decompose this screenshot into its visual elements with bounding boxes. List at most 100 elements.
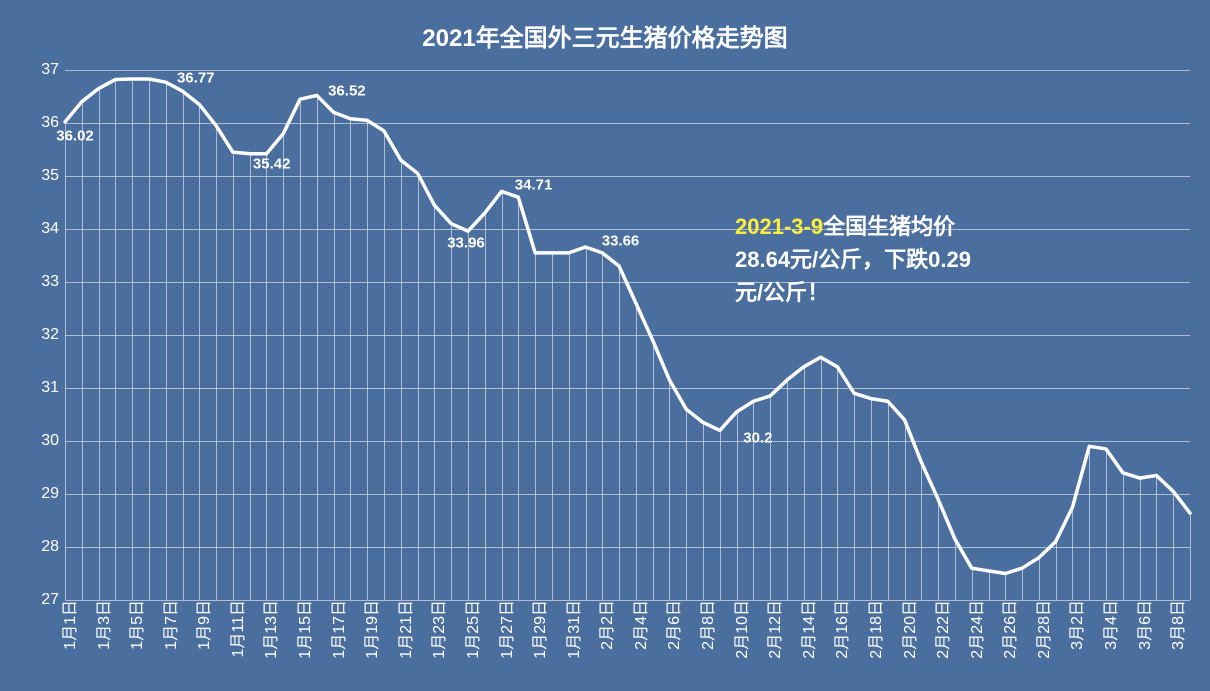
drop-line: [1005, 574, 1006, 601]
x-tick-label: 2月14日: [789, 600, 819, 659]
data-point-label: 35.42: [253, 155, 291, 172]
drop-line: [1156, 475, 1157, 600]
drop-line: [569, 253, 570, 600]
annotation-date: 2021-3-9: [735, 214, 823, 239]
drop-line: [586, 247, 587, 600]
x-tick-label: 1月9日: [184, 600, 214, 650]
drop-line: [703, 422, 704, 600]
drop-line: [283, 134, 284, 600]
x-tick-label: 1月11日: [218, 600, 248, 658]
annotation-line1-rest: 全国生猪均价: [823, 214, 955, 239]
drop-line: [518, 197, 519, 600]
x-tick-label: 3月2日: [1057, 600, 1087, 650]
drop-line: [1072, 507, 1073, 600]
chart-title: 2021年全国外三元生猪价格走势图: [0, 18, 1210, 53]
y-tick-label: 33: [41, 273, 65, 291]
x-tick-label: 2月18日: [856, 600, 886, 659]
drop-line: [653, 340, 654, 600]
x-tick-label: 2月26日: [990, 600, 1020, 659]
drop-line: [367, 120, 368, 600]
drop-line: [837, 367, 838, 600]
drop-line: [1190, 513, 1191, 600]
x-tick-label: 1月1日: [50, 600, 80, 650]
x-tick-label: 1月17日: [319, 600, 349, 659]
x-tick-label: 1月3日: [84, 600, 114, 650]
drop-line: [1056, 542, 1057, 600]
drop-line: [619, 266, 620, 600]
data-point-label: 36.52: [328, 83, 366, 100]
drop-line: [199, 104, 200, 600]
drop-line: [434, 205, 435, 600]
y-tick-label: 30: [41, 432, 65, 450]
drop-line: [334, 112, 335, 600]
x-tick-label: 1月13日: [251, 600, 281, 659]
drop-line: [535, 253, 536, 600]
drop-line: [905, 420, 906, 600]
drop-line: [401, 160, 402, 600]
drop-line: [871, 399, 872, 600]
drop-line: [99, 89, 100, 600]
drop-line: [669, 380, 670, 600]
x-tick-label: 1月23日: [419, 600, 449, 659]
x-tick-label: 2月12日: [755, 600, 785, 659]
drop-line: [485, 213, 486, 600]
x-tick-label: 1月7日: [151, 600, 181, 650]
grid-line-h: [65, 70, 1190, 71]
x-tick-label: 2月2日: [587, 600, 617, 650]
x-tick-label: 2月4日: [621, 600, 651, 650]
data-point-label: 36.77: [177, 70, 215, 87]
x-tick-label: 1月25日: [453, 600, 483, 659]
chart-container: 2021年全国外三元生猪价格走势图 2728293031323334353637…: [0, 0, 1210, 691]
data-point-label: 36.02: [56, 127, 94, 144]
drop-line: [266, 154, 267, 600]
drop-line: [451, 224, 452, 600]
drop-line: [821, 357, 822, 600]
annotation-line2: 28.64元/公斤，下跌0.29: [735, 247, 971, 272]
drop-line: [350, 119, 351, 600]
drop-line: [686, 409, 687, 600]
data-point-label: 33.96: [447, 235, 485, 252]
grid-line-h: [65, 123, 1190, 124]
drop-line: [65, 122, 66, 600]
drop-line: [216, 126, 217, 600]
y-tick-label: 32: [41, 326, 65, 344]
y-tick-label: 31: [41, 379, 65, 397]
y-tick-label: 28: [41, 538, 65, 556]
drop-line: [115, 80, 116, 600]
drop-line: [921, 462, 922, 600]
drop-line: [132, 79, 133, 600]
drop-line: [770, 396, 771, 600]
drop-line: [888, 401, 889, 600]
x-tick-label: 2月24日: [957, 600, 987, 659]
drop-line: [1140, 478, 1141, 600]
drop-line: [1173, 491, 1174, 600]
data-point-label: 30.2: [743, 430, 772, 447]
x-tick-label: 3月8日: [1158, 600, 1188, 650]
x-tick-label: 2月22日: [923, 600, 953, 659]
x-tick-label: 1月29日: [520, 600, 550, 659]
drop-line: [300, 99, 301, 600]
data-point-label: 33.66: [602, 233, 640, 250]
x-tick-label: 2月6日: [654, 600, 684, 650]
drop-line: [418, 173, 419, 600]
x-tick-label: 2月16日: [822, 600, 852, 659]
drop-line: [502, 191, 503, 600]
x-tick-label: 2月10日: [722, 600, 752, 659]
annotation-line3: 元/公斤！: [735, 280, 829, 305]
y-tick-label: 35: [41, 167, 65, 185]
drop-line: [384, 131, 385, 600]
drop-line: [468, 231, 469, 600]
x-tick-label: 1月21日: [386, 600, 416, 659]
x-tick-label: 1月19日: [352, 600, 382, 659]
x-tick-label: 1月5日: [117, 600, 147, 650]
data-point-label: 34.71: [515, 177, 553, 194]
drop-line: [989, 571, 990, 600]
drop-line: [1089, 446, 1090, 600]
x-tick-label: 2月28日: [1024, 600, 1054, 659]
x-tick-label: 2月20日: [890, 600, 920, 659]
drop-line: [183, 91, 184, 600]
y-tick-label: 37: [41, 61, 65, 79]
drop-line: [1106, 449, 1107, 600]
x-tick-label: 1月31日: [554, 600, 584, 659]
drop-line: [233, 152, 234, 600]
